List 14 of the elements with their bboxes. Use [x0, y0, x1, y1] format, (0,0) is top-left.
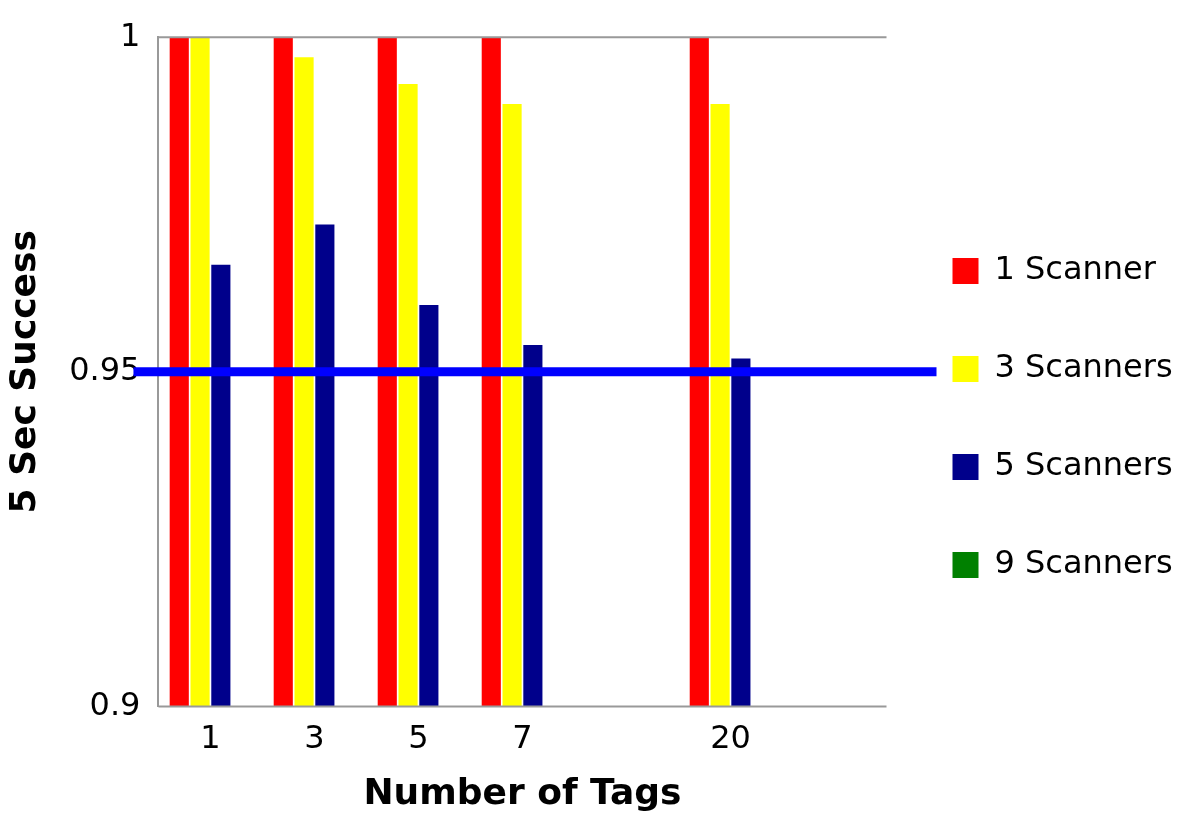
- y-tick-label: 0.9: [89, 684, 141, 723]
- legend-label: 5 Scanners: [994, 445, 1173, 484]
- x-tick-label: 5: [408, 717, 429, 756]
- y-axis-title: 5 Sec Success: [1, 230, 43, 514]
- legend-label: 3 Scanners: [994, 347, 1173, 386]
- legend-label: 9 Scanners: [994, 543, 1173, 582]
- x-axis-title: Number of Tags: [363, 770, 682, 812]
- y-tick-label: 0.95: [69, 350, 141, 389]
- x-tick-label: 20: [710, 717, 751, 756]
- x-tick-label: 1: [200, 717, 221, 756]
- x-tick-label: 7: [512, 717, 533, 756]
- y-tick-label: 1: [120, 15, 141, 54]
- legend-label: 1 Scanner: [994, 249, 1157, 288]
- x-tick-label: 3: [304, 717, 325, 756]
